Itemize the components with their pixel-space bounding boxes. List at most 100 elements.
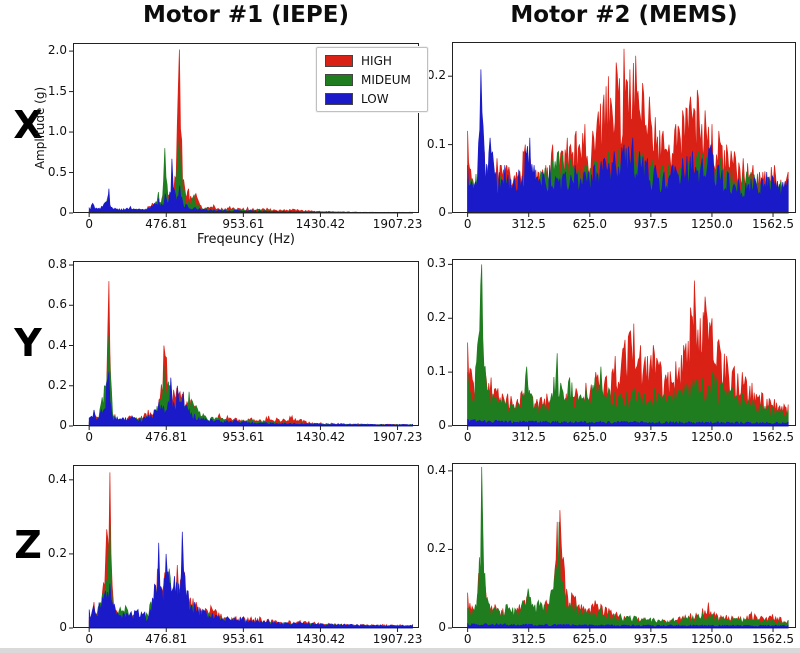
legend-label: LOW: [361, 92, 389, 106]
series-low: [88, 531, 413, 629]
y-tick-label: 2.0: [47, 43, 67, 58]
axes-frame: [452, 259, 796, 426]
x-tick-label: 1562.5: [752, 430, 795, 444]
x-tick-label: 0: [85, 217, 93, 231]
plot-m1-y: 0 476.81 953.61 1430.42 1907.23 0 0.2 0.4 0.6 0.8: [48, 257, 422, 444]
y-tick-label: 0.3: [426, 256, 446, 271]
legend-swatch-mideum: [325, 74, 353, 86]
x-tick-label: 312.5: [511, 217, 546, 231]
y-tick-label: 0.2: [47, 545, 67, 560]
y-tick-label: 0.4: [47, 337, 67, 352]
x-tick-label: 937.5: [633, 632, 669, 646]
x-tick-label: 1430.42: [295, 632, 346, 646]
x-tick-label: 625.0: [572, 632, 607, 646]
series-low: [88, 371, 413, 427]
x-tick-label: 312.5: [511, 430, 546, 444]
series-mideum: [88, 136, 413, 214]
legend-swatch-high: [325, 55, 353, 67]
y-tick-label: 0.6: [47, 297, 67, 312]
x-tick-label: 0: [85, 430, 93, 444]
series-mideum: [88, 335, 413, 427]
axes-frame: [452, 463, 796, 628]
y-tick-label: 0.2: [426, 310, 446, 325]
y-tick-label: 0: [59, 418, 67, 432]
x-tick-label: 0: [85, 632, 93, 646]
y-tick-label: 0.2: [47, 377, 67, 392]
y-tick-label: 0.4: [426, 462, 446, 477]
x-tick-label: 1250.0: [690, 632, 733, 646]
x-tick-label: 953.61: [222, 430, 265, 444]
x-tick-label: 937.5: [633, 430, 669, 444]
y-tick-label: 0: [59, 620, 67, 634]
plot-m2-x: 0 312.5 625.0 937.5 1250.0 1562.5 0 0.1 0.2: [427, 42, 796, 231]
legend-label: MIDEUM: [361, 73, 411, 87]
x-tick-label: 625.0: [572, 217, 607, 231]
y-tick-label: 0: [438, 620, 446, 634]
x-tick-label: 312.5: [511, 632, 546, 646]
plot-m1-z: 0 476.81 953.61 1430.42 1907.23 0 0.2 0.4: [48, 465, 422, 646]
y-tick-label: 0.1: [426, 364, 446, 379]
y-tick-label: 0.1: [426, 136, 446, 151]
x-tick-label: 1430.42: [295, 217, 346, 231]
legend-entry-low: LOW: [325, 92, 421, 106]
legend-entry-high: HIGH: [325, 54, 421, 68]
axes-frame: [452, 42, 796, 213]
x-tick-label: 476.81: [145, 632, 188, 646]
row-label-y: Y: [14, 321, 42, 365]
series-mideum: [467, 466, 789, 629]
plot-m1-x: 0 476.81 953.61 1430.42 1907.23 0 0.5 1.0 1.5 2.0: [48, 43, 422, 231]
x-tick-label: 953.61: [222, 217, 265, 231]
x-tick-label: 1907.23: [372, 217, 423, 231]
x-tick-label: 937.5: [633, 217, 669, 231]
series-high: [88, 281, 413, 427]
x-tick-label: 1250.0: [690, 217, 733, 231]
legend-label: HIGH: [361, 54, 392, 68]
series-mideum: [467, 264, 789, 427]
row-label-x: X: [13, 103, 43, 147]
x-tick-label: 1430.42: [295, 430, 346, 444]
y-tick-label: 0: [59, 205, 67, 219]
legend-entry-mideum: MIDEUM: [325, 73, 421, 87]
series-low: [467, 418, 789, 427]
column-title-motor1: Motor #1 (IEPE): [143, 2, 349, 28]
y-tick-label: 0.5: [47, 164, 67, 179]
series-high: [88, 472, 413, 629]
x-tick-label: 0: [463, 430, 472, 444]
x-axis-label: Freqeuncy (Hz): [196, 232, 296, 247]
x-tick-label: 625.0: [572, 430, 607, 444]
plot-canvas: [69, 43, 419, 217]
y-tick-label: 0.2: [426, 541, 446, 556]
x-tick-label: 1907.23: [372, 632, 423, 646]
legend: HIGH MIDEUM LOW: [316, 47, 428, 112]
y-tick-label: 0.2: [426, 68, 446, 83]
axes-frame: [73, 261, 419, 426]
x-tick-label: 1250.0: [690, 430, 733, 444]
x-tick-label: 0: [463, 217, 472, 231]
x-tick-label: 476.81: [145, 217, 188, 231]
x-tick-label: 0: [463, 632, 472, 646]
axes-frame: [73, 43, 419, 213]
x-tick-label: 1907.23: [372, 430, 423, 444]
plot-canvas: [448, 42, 796, 217]
plot-canvas: [448, 259, 796, 430]
y-tick-label: 0.8: [47, 257, 67, 272]
y-tick-label: 0: [438, 205, 446, 219]
plot-m2-y: 0 312.5 625.0 937.5 1250.0 1562.5 0 0.1 0.2 0.3: [427, 256, 796, 444]
plot-m2-z: 0 312.5 625.0 937.5 1250.0 1562.5 0 0.2 0.4: [427, 463, 796, 646]
y-tick-label: 0: [438, 418, 446, 432]
plot-canvas: [69, 465, 419, 632]
x-tick-label: 1562.5: [752, 632, 795, 646]
column-title-motor2: Motor #2 (MEMS): [510, 2, 738, 28]
plot-canvas: [69, 261, 419, 430]
series-low: [467, 622, 789, 629]
x-tick-label: 476.81: [145, 430, 188, 444]
legend-swatch-low: [325, 93, 353, 105]
x-tick-label: 1562.5: [752, 217, 795, 231]
series-low: [467, 69, 789, 214]
series-low: [88, 158, 413, 214]
y-tick-label: 1.5: [47, 83, 67, 98]
y-tick-label: 1.0: [47, 124, 67, 139]
axes-frame: [73, 465, 419, 628]
row-label-z: Z: [14, 523, 42, 567]
